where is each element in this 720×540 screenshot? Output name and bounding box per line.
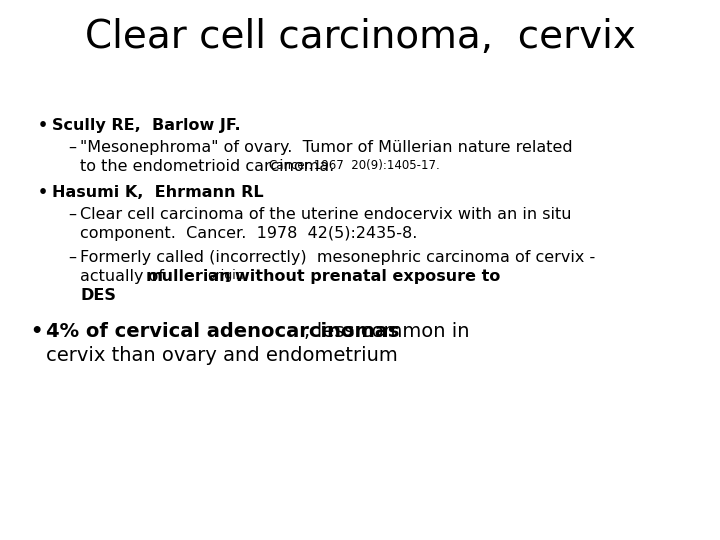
Text: –: – [68,250,76,265]
Text: without prenatal exposure to: without prenatal exposure to [235,269,500,284]
Text: Formerly called (incorrectly)  mesonephric carcinoma of cervix -: Formerly called (incorrectly) mesonephri… [80,250,595,265]
Text: –: – [68,140,76,155]
Text: 4% of cervical adenocarcinomas: 4% of cervical adenocarcinomas [46,322,400,341]
Text: 1967  20(9):1405-17.: 1967 20(9):1405-17. [310,159,440,172]
Text: DES: DES [80,288,116,303]
Text: •: • [38,118,48,133]
Text: –: – [68,207,76,222]
Text: Hasumi K,  Ehrmann RL: Hasumi K, Ehrmann RL [52,185,264,200]
Text: to the endometrioid carcinoma.: to the endometrioid carcinoma. [80,159,344,174]
Text: actually of: actually of [80,269,169,284]
Text: Scully RE,  Barlow JF.: Scully RE, Barlow JF. [52,118,240,133]
Text: component.  Cancer.  1978  42(5):2435-8.: component. Cancer. 1978 42(5):2435-8. [80,226,418,241]
Text: Clear cell carcinoma,  cervix: Clear cell carcinoma, cervix [84,18,636,56]
Text: Cancer.: Cancer. [268,159,312,172]
Text: origin: origin [204,269,248,282]
Text: "Mesonephroma" of ovary.  Tumor of Müllerian nature related: "Mesonephroma" of ovary. Tumor of Müller… [80,140,572,155]
Text: •: • [30,322,42,341]
Text: mullerian: mullerian [146,269,232,284]
Text: Clear cell carcinoma of the uterine endocervix with an in situ: Clear cell carcinoma of the uterine endo… [80,207,572,222]
Text: cervix than ovary and endometrium: cervix than ovary and endometrium [46,346,397,365]
Text: •: • [38,185,48,200]
Text: ; less common in: ; less common in [304,322,469,341]
